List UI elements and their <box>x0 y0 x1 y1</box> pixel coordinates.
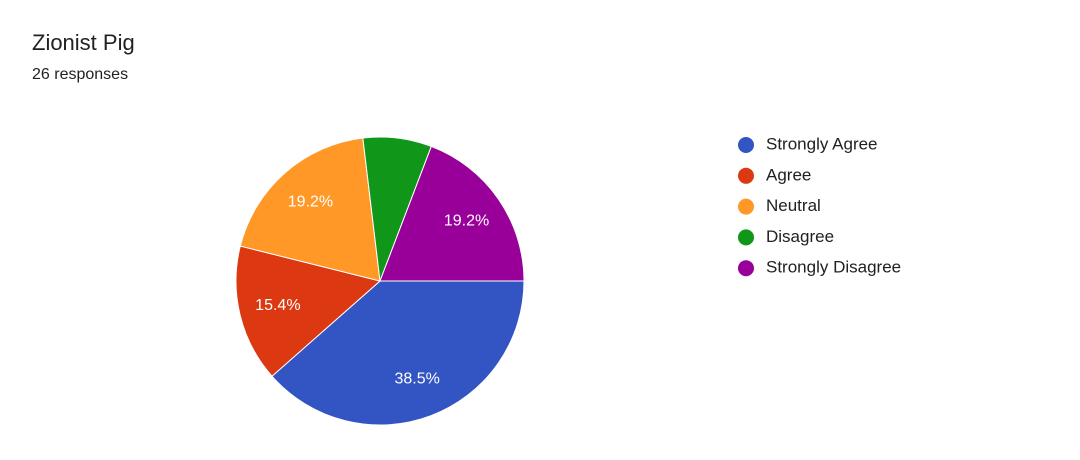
legend-swatch <box>738 229 754 246</box>
legend-swatch <box>738 260 754 277</box>
slice-label: 19.2% <box>444 213 489 230</box>
pie-slice <box>271 280 525 426</box>
legend-label: Strongly Agree <box>766 134 878 153</box>
legend-swatch <box>738 198 754 215</box>
slice-label: 19.2% <box>288 193 333 210</box>
legend-label: Neutral <box>766 196 821 215</box>
legend-label: Disagree <box>766 227 834 246</box>
chart-subtitle: 26 responses <box>32 66 128 83</box>
legend-swatch <box>738 167 754 184</box>
pie-slice <box>379 145 525 282</box>
slice-label: 15.4% <box>255 297 300 314</box>
pie-slice <box>235 245 382 377</box>
legend-swatch <box>738 137 754 153</box>
chart-title: Zionist Pig <box>32 30 135 55</box>
pie-slice <box>239 137 381 282</box>
slice-label: 38.5% <box>394 371 439 388</box>
legend-label: Strongly Disagree <box>766 258 901 277</box>
legend-label: Agree <box>766 165 811 184</box>
